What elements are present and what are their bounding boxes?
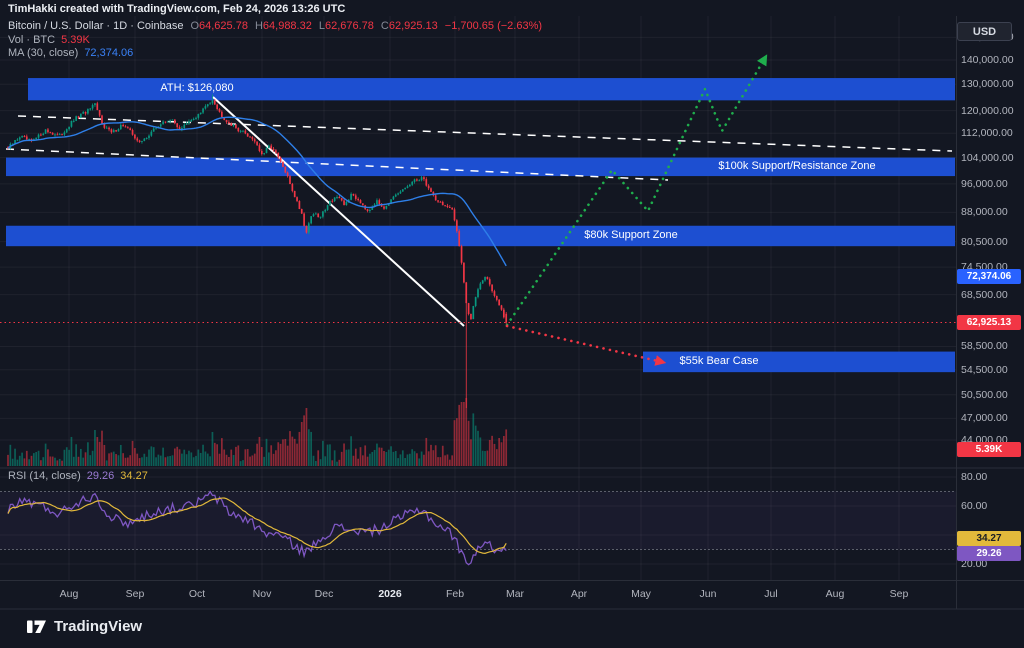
zone-rect[interactable] <box>643 351 955 373</box>
ma30-line <box>7 116 507 267</box>
ohlc-high-key: H <box>254 20 263 32</box>
rsi-value: 29.26 <box>86 470 115 482</box>
ohlc-open-key: O <box>190 20 200 32</box>
rsi-pane <box>0 490 956 566</box>
ma-value: 72,374.06 <box>84 47 134 59</box>
attribution-text: TimHakki created with TradingView.com, F… <box>8 3 346 15</box>
rsi-ma-line <box>7 497 507 554</box>
brand-text[interactable]: TradingView <box>54 618 143 635</box>
grid-layer <box>0 16 956 580</box>
zone-rect[interactable] <box>28 78 955 101</box>
zone-rect[interactable] <box>6 225 955 247</box>
volume-layer <box>7 398 508 466</box>
change-value: −1,700.65 (−2.63%) <box>444 20 543 32</box>
rsi-line <box>7 490 507 566</box>
ohlc-low-value: 62,676.78 <box>324 20 374 32</box>
rsi-ma-value: 34.27 <box>120 470 148 482</box>
tradingview-logo-icon[interactable] <box>26 616 47 637</box>
volume-label[interactable]: Vol · BTC <box>8 33 56 46</box>
bull-case-path <box>505 54 768 327</box>
symbol-title[interactable]: Bitcoin / U.S. Dollar · 1D · Coinbase <box>8 20 184 32</box>
bear-case-path <box>505 324 667 366</box>
ma-label[interactable]: MA (30, close) <box>8 47 79 59</box>
solid-trendline <box>212 96 465 327</box>
footer-branding: TradingView <box>26 616 142 637</box>
ohlc-low-key: L <box>318 20 325 32</box>
ohlc-high-value: 64,988.32 <box>262 20 312 32</box>
candles-layer <box>7 94 508 409</box>
projections-layer[interactable] <box>505 54 768 366</box>
ohlc-close-value: 62,925.13 <box>388 20 438 32</box>
zone-rect[interactable] <box>6 157 955 177</box>
ohlc-open-value: 64,625.78 <box>199 20 248 32</box>
currency-toggle-button[interactable]: USD <box>957 22 1012 41</box>
rsi-legend: RSI (14, close) 29.26 34.27 <box>8 470 148 484</box>
trendlines-layer[interactable] <box>5 96 953 327</box>
zones-layer <box>6 78 955 373</box>
ma-row: MA (30, close) 72,374.06 <box>8 47 542 61</box>
symbol-legend: Bitcoin / U.S. Dollar · 1D · Coinbase O64… <box>8 20 542 61</box>
volume-row: Vol · BTC 5.39K <box>8 34 542 48</box>
ohlc-close-key: C <box>380 20 389 32</box>
symbol-row: Bitcoin / U.S. Dollar · 1D · Coinbase O64… <box>8 20 542 34</box>
rsi-label[interactable]: RSI (14, close) <box>8 470 81 482</box>
volume-value: 5.39K <box>61 33 90 46</box>
